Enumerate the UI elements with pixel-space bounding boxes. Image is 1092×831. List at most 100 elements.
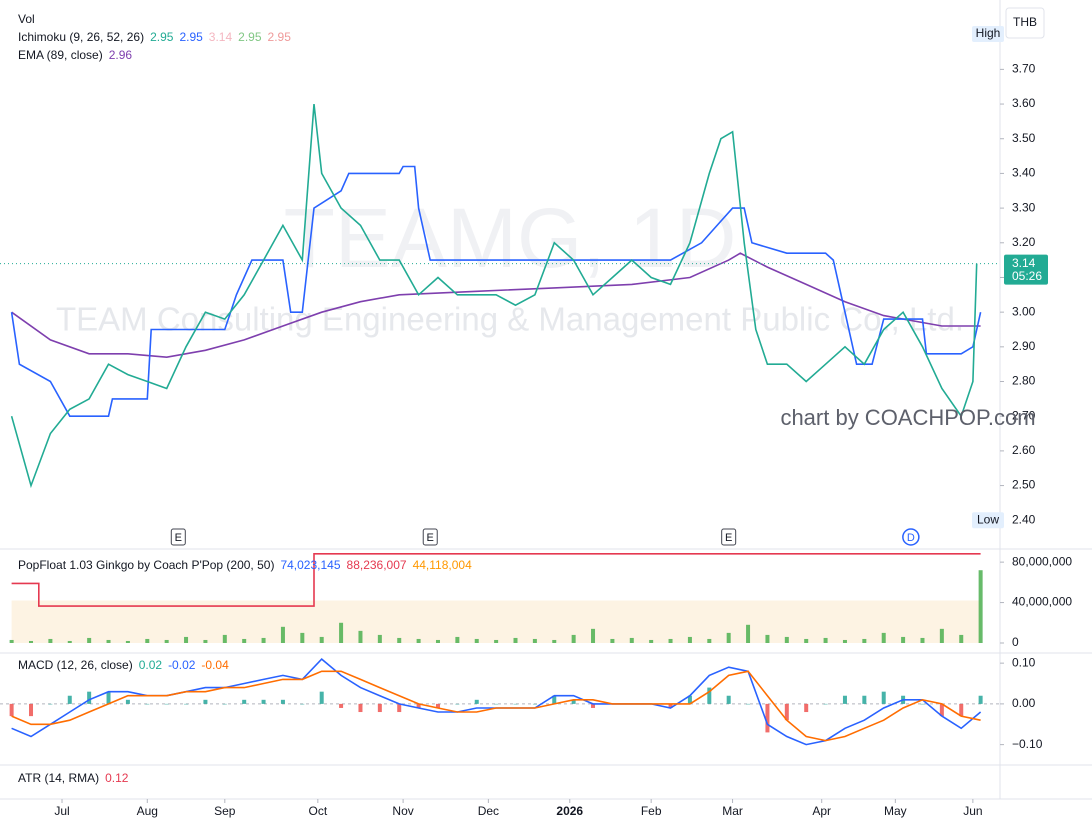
- currency: THB: [1013, 15, 1037, 29]
- x-tick-label: Apr: [812, 804, 831, 818]
- bar: [765, 634, 770, 643]
- bar: [474, 638, 479, 643]
- bar: [901, 636, 906, 643]
- series-line: [11, 670, 981, 742]
- bar: [513, 637, 518, 643]
- bar: [29, 703, 34, 717]
- x-tick-label: Sep: [214, 804, 236, 818]
- event-badge: [721, 528, 737, 546]
- bar: [920, 637, 925, 643]
- bar: [959, 634, 964, 643]
- event-badge: [902, 528, 920, 546]
- event-marker: E: [170, 528, 186, 546]
- legend-value: 44,118,004: [413, 558, 472, 572]
- y-tick-label: 2.60: [1012, 443, 1036, 457]
- bar: [571, 699, 576, 704]
- bar: [707, 687, 712, 704]
- event-label: D: [907, 532, 915, 544]
- bar: [125, 699, 130, 704]
- legend-title: Ichimoku (9, 26, 52, 26): [18, 30, 144, 44]
- bar: [474, 699, 479, 704]
- legend-value: 2.95: [268, 30, 292, 44]
- bar: [591, 703, 596, 708]
- legend-value: -0.02: [168, 658, 196, 672]
- series-line: [11, 252, 981, 359]
- bar: [920, 703, 925, 705]
- bar: [881, 691, 886, 704]
- legend-title: ATR (14, RMA): [18, 771, 99, 785]
- bar: [222, 634, 227, 643]
- bar: [455, 703, 460, 705]
- bar: [319, 691, 324, 704]
- bar: [106, 691, 111, 704]
- bar: [87, 691, 92, 704]
- bar: [978, 695, 983, 704]
- currency-box: [1005, 7, 1045, 39]
- bar: [125, 640, 130, 643]
- x-tick-label: Nov: [392, 804, 413, 818]
- x-tick-label: Oct: [308, 804, 327, 818]
- bar: [435, 703, 440, 708]
- bar: [300, 703, 305, 705]
- bar: [804, 703, 809, 713]
- bar: [280, 699, 285, 704]
- bar: [862, 695, 867, 704]
- y-tick-label: 2.70: [1012, 408, 1036, 422]
- event-label: E: [175, 532, 182, 544]
- bar: [9, 639, 14, 643]
- bar: [164, 639, 169, 643]
- bar: [203, 699, 208, 704]
- bar: [552, 639, 557, 643]
- legend-value: 74,023,145: [280, 558, 340, 572]
- bar: [87, 637, 92, 643]
- x-tick-label: Dec: [478, 804, 499, 818]
- bar: [145, 703, 150, 705]
- bar: [339, 622, 344, 643]
- bar: [67, 640, 72, 643]
- bar: [280, 626, 285, 643]
- bar: [726, 632, 731, 643]
- event-badge: [422, 528, 438, 546]
- series-line: [10, 104, 978, 489]
- event-label: E: [725, 532, 732, 544]
- event-marker: D: [902, 528, 920, 546]
- y-tick-label: 2.50: [1012, 478, 1036, 492]
- legend-value: 2.95: [238, 30, 262, 44]
- y-tick-label: −0.10: [1012, 737, 1043, 751]
- y-tick-label: 3.00: [1012, 304, 1036, 318]
- bar: [29, 640, 34, 643]
- bar: [707, 638, 712, 643]
- bar: [339, 703, 344, 708]
- high-label: High: [976, 26, 1001, 40]
- bar: [959, 703, 964, 717]
- company-watermark: TEAM Consulting Engineering & Management…: [56, 301, 964, 338]
- bar: [145, 638, 150, 643]
- y-tick-label: 3.40: [1012, 166, 1036, 180]
- bar: [823, 703, 828, 705]
- bar: [300, 632, 305, 643]
- series-line: [11, 553, 981, 607]
- bar: [862, 638, 867, 643]
- bar: [9, 703, 14, 717]
- y-tick-label: 3.70: [1012, 62, 1036, 76]
- legend-value: 88,236,007: [347, 558, 407, 572]
- event-label: E: [427, 532, 434, 544]
- bar: [881, 632, 886, 643]
- series-line: [10, 165, 982, 417]
- y-tick-label: 0.00: [1012, 696, 1036, 710]
- y-tick-label: 0: [1012, 635, 1019, 649]
- bar: [164, 703, 169, 705]
- bar: [784, 703, 789, 721]
- bar: [397, 703, 402, 713]
- bar: [649, 639, 654, 643]
- x-tick-label: Jul: [54, 804, 69, 818]
- series-area: [11, 600, 981, 643]
- last-price-time: 05:26: [1012, 269, 1042, 283]
- bar: [494, 639, 499, 643]
- y-tick-label: 3.30: [1012, 200, 1036, 214]
- bar: [48, 703, 53, 705]
- bar: [552, 695, 557, 704]
- y-tick-label: 3.20: [1012, 235, 1036, 249]
- bar: [377, 634, 382, 643]
- bar: [48, 638, 53, 643]
